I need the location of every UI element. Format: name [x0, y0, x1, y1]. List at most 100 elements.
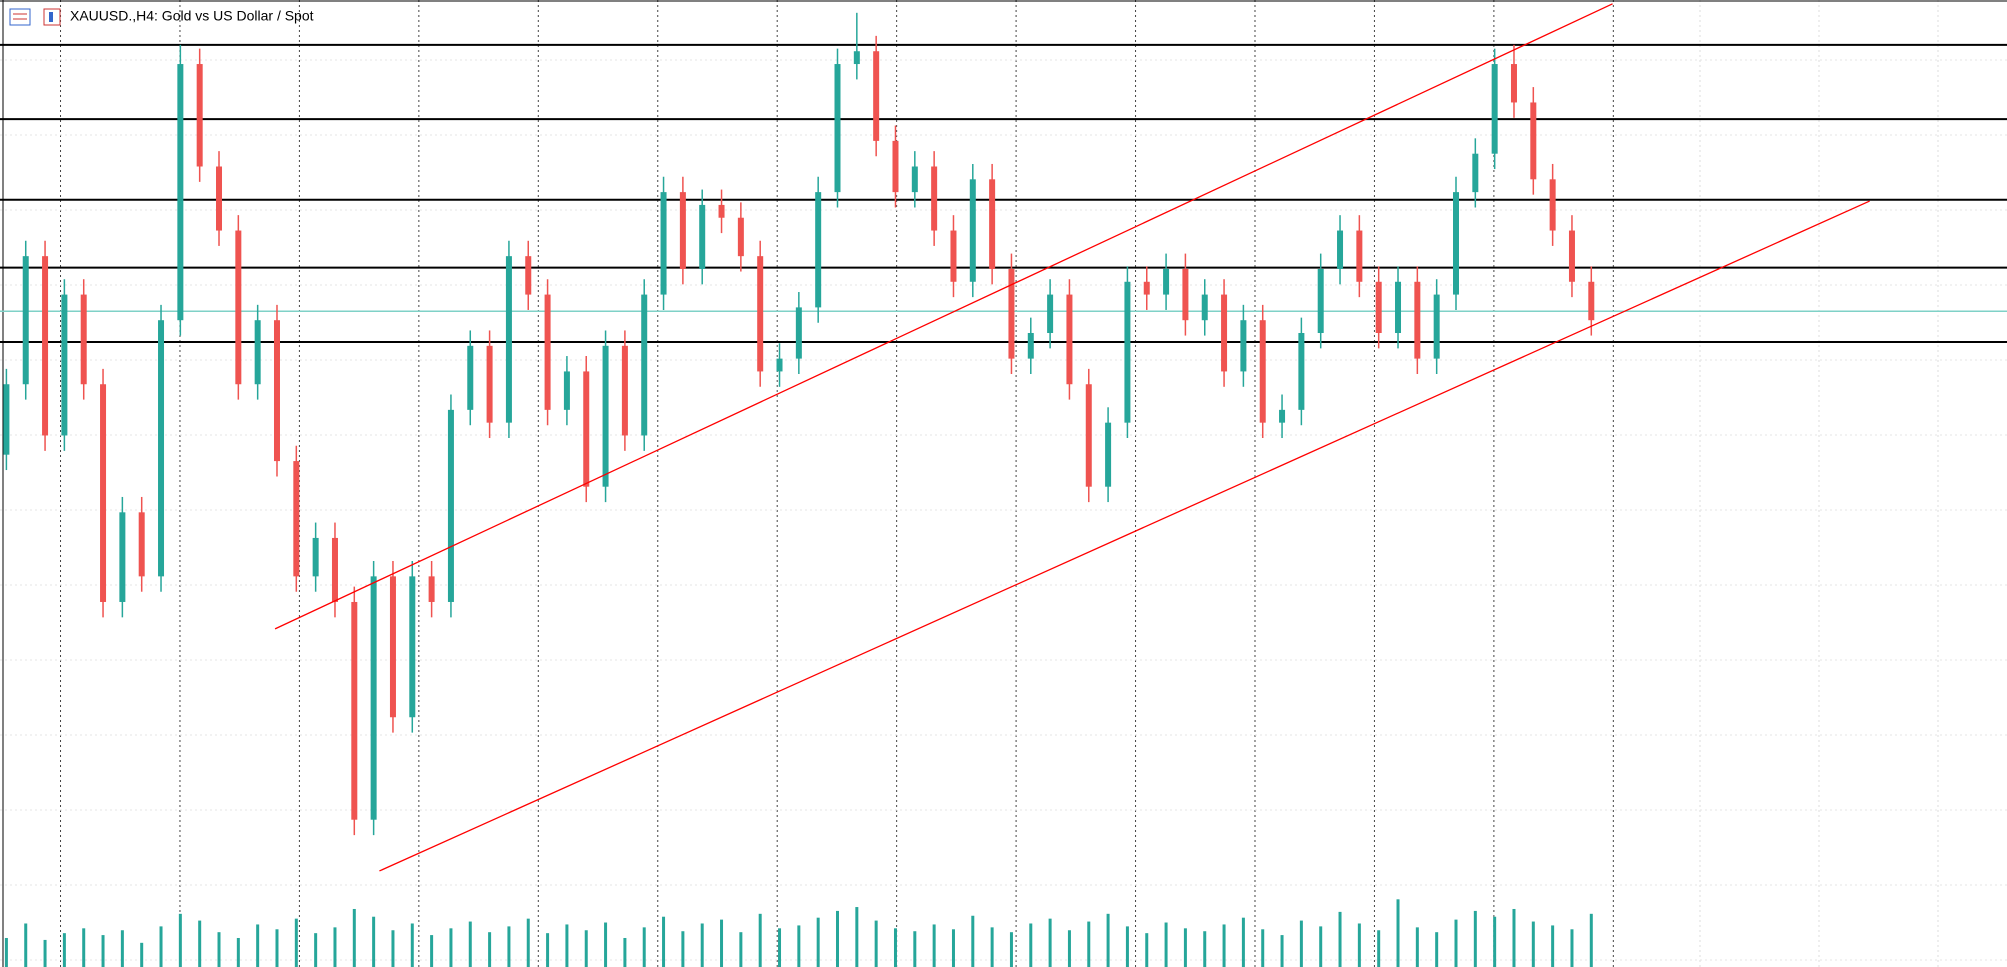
volume-bar [893, 928, 897, 967]
icon [9, 8, 31, 26]
volume-bar [990, 927, 994, 967]
volume-bar [1551, 925, 1555, 967]
candle-body [158, 320, 165, 577]
volume-bar [836, 910, 840, 967]
candle-body [42, 256, 49, 436]
candle-body [254, 320, 261, 385]
volume-bar [410, 923, 414, 967]
volume-bar [62, 933, 66, 967]
volume-bar [1319, 926, 1323, 967]
volume-bar [217, 932, 221, 967]
volume-bar [565, 924, 569, 967]
volume-bar [1589, 913, 1593, 967]
candle-body [1549, 179, 1556, 231]
candle-body [216, 166, 223, 231]
volume-bar [314, 933, 318, 967]
candle-body [776, 358, 783, 372]
icon-bar [49, 12, 53, 22]
candle-body [1008, 268, 1015, 359]
candle-body [177, 64, 184, 321]
candle-body [1259, 320, 1266, 423]
candle-body [138, 512, 145, 577]
candle-body [911, 166, 918, 193]
volume-bar [1435, 932, 1439, 967]
candle-body [331, 537, 338, 602]
volume-bar [1145, 933, 1149, 967]
candle-body [641, 294, 648, 436]
volume-bar [101, 935, 105, 967]
candle-body [22, 256, 29, 385]
candle-body [1085, 384, 1092, 487]
volume-bar [1570, 929, 1574, 967]
plot [0, 3, 2007, 967]
candle-body [1317, 268, 1324, 334]
volume-bar [584, 930, 588, 967]
candle-body [235, 230, 242, 385]
candle-body [1047, 294, 1054, 334]
volume-bar [913, 931, 917, 967]
candle-body [699, 204, 706, 269]
chart-title: XAUUSD.,H4: Gold vs US Dollar / Spot [70, 8, 314, 24]
candle-body [815, 192, 822, 308]
volume-bar [198, 920, 202, 967]
candle-body [718, 204, 725, 218]
candle-body [525, 256, 532, 295]
volume-bar [623, 937, 627, 967]
candle-body [409, 576, 416, 718]
candle-body [1163, 268, 1170, 295]
volume-bar [1203, 931, 1207, 967]
volume-bar [1454, 919, 1458, 967]
candle-body [1530, 102, 1537, 180]
volume-bar [758, 913, 762, 967]
candle-body [1395, 281, 1402, 334]
candle-body [737, 217, 744, 257]
candle-body [1201, 294, 1208, 321]
volume-bar [1048, 918, 1052, 967]
candle-body [1124, 281, 1131, 423]
candle-body [563, 371, 570, 410]
candle-body [351, 601, 358, 820]
volume-bar [1261, 929, 1265, 967]
volume-bar [971, 915, 975, 967]
volume-bar [1396, 899, 1400, 967]
toolbar-icons [9, 8, 61, 26]
volume-bar [1106, 913, 1110, 967]
volume-bar [874, 920, 878, 967]
candle-body [660, 192, 667, 295]
candle-body [892, 140, 899, 193]
volume-bar [159, 926, 163, 967]
candle-body [1105, 422, 1112, 487]
candle-body [80, 294, 87, 385]
volume-bar [43, 939, 47, 967]
candle-body [486, 345, 493, 423]
volume-bar [1512, 908, 1516, 967]
volume-bar [855, 907, 859, 967]
volume-bar [1009, 932, 1013, 967]
candle-body [1356, 230, 1363, 282]
volume-bar [681, 931, 685, 967]
candle-body [100, 384, 107, 602]
volume-bar [604, 922, 608, 967]
candle-body [795, 307, 802, 359]
candle-body [61, 294, 68, 436]
candle-body [1143, 281, 1150, 295]
volume-bar [236, 937, 240, 967]
candle-body [1510, 64, 1517, 103]
candle-body [370, 576, 377, 820]
candle-body [389, 576, 396, 718]
volume-bar [1183, 928, 1187, 967]
candle-body [583, 371, 590, 487]
volume-bar [1415, 927, 1419, 967]
volume-bar [507, 926, 511, 967]
volume-bar [1531, 921, 1535, 967]
candle-body [834, 64, 841, 193]
volume-bar [333, 927, 337, 967]
volume-bar [662, 916, 666, 967]
volume-bar [1222, 924, 1226, 967]
volume-bar [1125, 926, 1129, 967]
candle-body [312, 537, 319, 577]
trend-line [274, 3, 1613, 630]
candle-body [1240, 320, 1247, 372]
